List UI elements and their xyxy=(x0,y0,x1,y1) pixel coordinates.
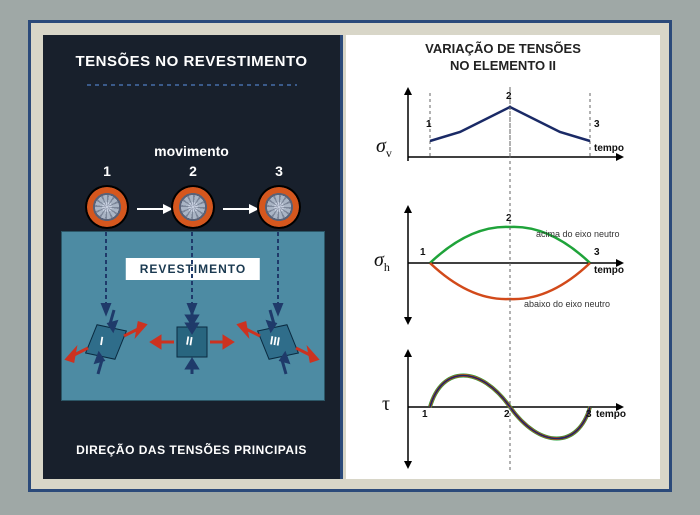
left-panel-title: TENSÕES NO REVESTIMENTO xyxy=(43,53,340,70)
wheel-icon: 2 xyxy=(171,185,215,229)
right-panel: VARIAÇÃO DE TENSÕES NO ELEMENTO II σv 1 … xyxy=(346,35,660,479)
wheel-number: 3 xyxy=(257,163,301,179)
revestimento-box: REVESTIMENTO xyxy=(61,231,325,401)
left-panel: TENSÕES NO REVESTIMENTO movimento 1 2 3 … xyxy=(43,35,343,479)
wheel-icon: 3 xyxy=(257,185,301,229)
left-bottom-caption: DIREÇÃO DAS TENSÕES PRINCIPAIS xyxy=(43,443,340,457)
wheel-number: 2 xyxy=(171,163,215,179)
global-guide-svg xyxy=(368,83,644,477)
right-title-line1: VARIAÇÃO DE TENSÕES xyxy=(425,41,581,56)
wheel-number: 1 xyxy=(85,163,129,179)
right-panel-title: VARIAÇÃO DE TENSÕES NO ELEMENTO II xyxy=(346,41,660,75)
wheel-icon: 1 xyxy=(85,185,129,229)
figure-frame: TENSÕES NO REVESTIMENTO movimento 1 2 3 … xyxy=(28,20,672,492)
cubes-svg xyxy=(62,232,324,400)
title-underline xyxy=(87,84,297,86)
movimento-label: movimento xyxy=(43,143,340,159)
right-title-line2: NO ELEMENTO II xyxy=(450,58,556,73)
